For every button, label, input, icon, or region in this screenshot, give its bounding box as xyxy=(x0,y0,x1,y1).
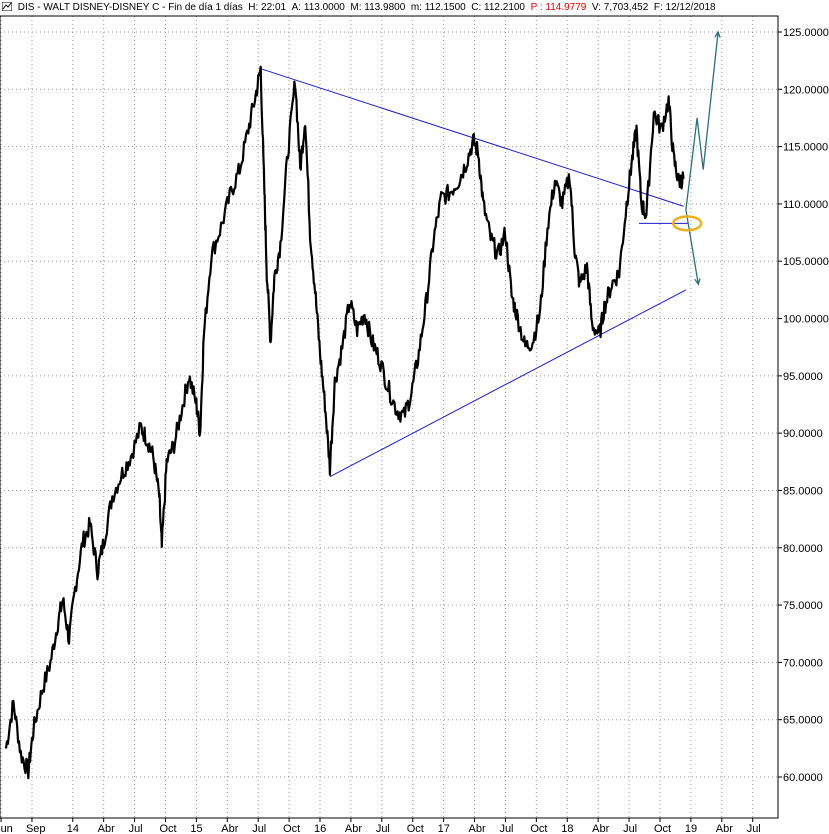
x-tick-label: Oct xyxy=(530,823,547,834)
x-tick-label: Jul xyxy=(129,823,143,834)
y-tick-label: 90.0000 xyxy=(783,428,823,440)
x-tick-label: Jul xyxy=(252,823,266,834)
x-tick-label: 19 xyxy=(685,823,697,834)
period-label: Fin de día 1 días xyxy=(168,2,243,13)
x-tick-label: 17 xyxy=(438,823,450,834)
security-name: WALT DISNEY-DISNEY C xyxy=(43,2,160,13)
v-label: V: xyxy=(591,2,601,13)
x-tick-label: Oct xyxy=(654,823,671,834)
h-value: 22:01 xyxy=(261,2,287,13)
y-tick-label: 125.0000 xyxy=(783,27,829,39)
y-tick-label: 120.0000 xyxy=(783,84,829,96)
x-tick-label: Abr xyxy=(98,823,115,834)
x-tick-label: 16 xyxy=(314,823,326,834)
header-sep: - xyxy=(162,2,169,13)
y-tick-label: 75.0000 xyxy=(783,600,823,612)
y-tick-label: 80.0000 xyxy=(783,543,823,555)
x-axis: Jun Sep 14 Abr Jul Oct 15 Abr Jul Oct 16 Abr Jul Oct 1… xyxy=(0,818,761,834)
a-label: A: xyxy=(291,2,302,13)
x-tick-label: Jul xyxy=(747,823,761,834)
trendline[interactable] xyxy=(329,289,687,478)
arrow-head xyxy=(694,278,701,286)
x-tick-label: Abr xyxy=(716,823,733,834)
a-value: 113.0000 xyxy=(303,2,345,13)
c-label: C: xyxy=(471,2,482,13)
x-tick-label: Abr xyxy=(221,823,238,834)
header-sep: - xyxy=(37,2,44,13)
price-series xyxy=(4,65,685,780)
y-tick-label: 115.0000 xyxy=(783,142,828,154)
y-tick-label: 70.0000 xyxy=(783,657,823,669)
chart-symbol-icon xyxy=(2,2,12,11)
m-value: 113.9800 xyxy=(364,2,406,13)
y-tick-label: 110.0000 xyxy=(783,199,828,211)
x-tick-label: Abr xyxy=(592,823,609,834)
c-value: 112.2100 xyxy=(484,2,525,13)
x-tick-label: Oct xyxy=(283,823,300,834)
f-label: F: xyxy=(653,2,663,13)
y-tick-label: 105.0000 xyxy=(783,256,829,268)
x-tick-label: Jul xyxy=(376,823,390,834)
highlight-ellipse[interactable] xyxy=(671,215,703,232)
x-tick-label: Sep xyxy=(26,823,46,834)
x-tick-label: 15 xyxy=(190,823,202,834)
drawing-layer xyxy=(4,30,721,780)
y-axis: 60.0000 65.0000 70.0000 75.0000 80.0000 85.00… xyxy=(778,27,829,784)
p-label: P : xyxy=(530,2,543,13)
y-tick-label: 65.0000 xyxy=(783,715,823,727)
plot-frame xyxy=(0,15,779,819)
mm-label: m: xyxy=(410,2,422,13)
y-tick-label: 95.0000 xyxy=(783,371,823,383)
m-label: M: xyxy=(350,2,362,13)
ticker-symbol: DIS xyxy=(17,2,35,13)
f-value: 12/12/2018 xyxy=(665,2,716,13)
x-tick-label: Abr xyxy=(469,823,486,834)
x-tick-label: 18 xyxy=(561,823,573,834)
chart-header: DIS - WALT DISNEY-DISNEY C - Fin de día … xyxy=(0,0,829,16)
x-tick-label: Oct xyxy=(159,823,176,834)
projection-arrow[interactable] xyxy=(685,31,719,210)
x-tick-label: Abr xyxy=(345,823,362,834)
x-tick-label: Jul xyxy=(499,823,513,834)
x-tick-label: Jul xyxy=(623,823,637,834)
arrow-head xyxy=(714,30,721,38)
x-tick-label: Oct xyxy=(407,823,424,834)
mm-value: 112.1500 xyxy=(424,2,466,13)
y-tick-label: 100.0000 xyxy=(783,314,829,326)
y-tick-label: 60.0000 xyxy=(783,772,823,784)
p-value: 114.9779 xyxy=(545,2,587,13)
h-label: H: xyxy=(248,2,259,13)
v-value: 7,703,452 xyxy=(603,2,649,13)
projection-arrow[interactable] xyxy=(685,209,699,285)
grid-layer xyxy=(0,16,778,818)
y-tick-label: 85.0000 xyxy=(783,485,823,497)
x-tick-label: Jun xyxy=(0,823,13,834)
x-tick-label: 14 xyxy=(67,823,79,834)
